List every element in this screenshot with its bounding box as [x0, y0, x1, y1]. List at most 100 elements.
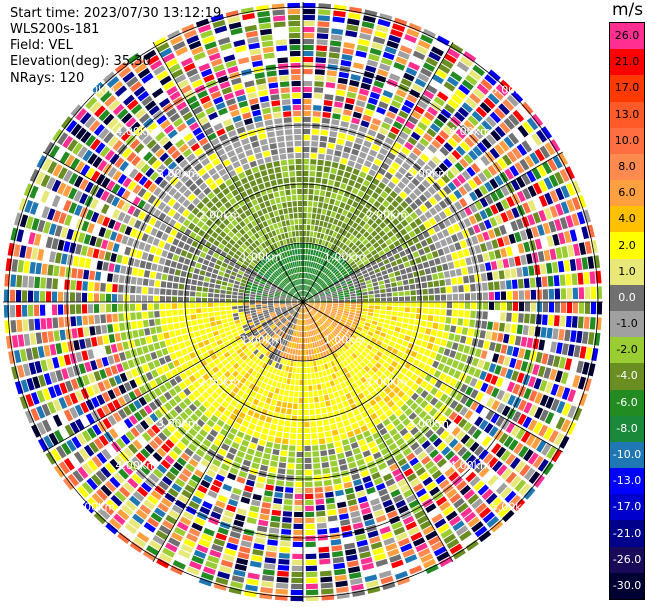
radar-gate — [153, 209, 162, 218]
radar-gate — [47, 416, 58, 430]
radar-gate — [183, 132, 194, 142]
radar-gate — [373, 553, 387, 562]
radar-gate — [277, 337, 282, 343]
radar-gate — [138, 241, 146, 251]
radar-gate — [303, 337, 306, 344]
radar-gate — [274, 296, 280, 299]
radar-gate — [346, 211, 353, 219]
radar-gate — [148, 311, 154, 319]
radar-gate — [293, 207, 298, 213]
radar-gate — [283, 208, 288, 214]
radar-gate — [364, 455, 374, 463]
radar-gate — [207, 332, 214, 339]
radar-gate — [375, 362, 382, 369]
radar-gate — [164, 225, 173, 234]
radar-gate — [303, 86, 313, 93]
radar-gate — [308, 303, 314, 305]
radar-gate — [268, 305, 274, 308]
radar-gate — [361, 21, 375, 29]
radar-gate — [230, 27, 243, 36]
radar-gate — [52, 164, 63, 177]
radar-gate — [380, 575, 394, 585]
radar-gate — [157, 502, 170, 513]
radar-gate — [296, 285, 300, 291]
radar-gate — [297, 355, 301, 362]
radar-gate — [262, 569, 275, 576]
radar-gate — [454, 334, 461, 343]
radar-gate — [294, 249, 298, 255]
radar-gate — [284, 334, 289, 340]
radar-gate — [345, 425, 353, 432]
radar-gate — [250, 346, 257, 353]
radar-gate — [275, 336, 281, 342]
radar-gate — [107, 324, 114, 333]
radar-gate — [355, 357, 362, 364]
radar-gate — [287, 347, 291, 354]
radar-gate — [291, 373, 296, 379]
radar-gate — [346, 456, 355, 463]
radar-gate — [250, 310, 257, 314]
radar-gate — [311, 373, 316, 379]
radar-gate — [221, 359, 229, 366]
radar-gate — [126, 460, 138, 472]
radar-gate — [397, 537, 411, 547]
radar-gate — [228, 206, 236, 214]
radar-gate — [428, 367, 436, 376]
radar-gate — [196, 419, 205, 428]
radar-gate — [309, 324, 312, 331]
radar-gate — [249, 135, 258, 143]
radar-gate — [354, 350, 361, 356]
radar-gate — [113, 323, 120, 332]
radar-gate — [379, 413, 388, 422]
radar-gate — [263, 289, 269, 293]
radar-gate — [89, 326, 96, 336]
radar-gate — [547, 314, 554, 326]
radar-gate — [315, 250, 319, 257]
radar-gate — [135, 159, 146, 170]
radar-gate — [226, 306, 232, 311]
radar-gate — [262, 349, 268, 355]
radar-gate — [341, 438, 350, 446]
radar-gate — [301, 266, 303, 273]
radar-gate — [329, 340, 335, 347]
radar-gate — [183, 29, 197, 39]
radar-gate — [324, 254, 330, 261]
radar-gate — [263, 563, 276, 570]
radar-gate — [127, 180, 137, 191]
radar-gate — [331, 429, 339, 436]
radar-gate — [72, 470, 84, 483]
radar-gate — [320, 582, 334, 589]
radar-gate — [318, 202, 323, 208]
radar-gate — [286, 304, 292, 306]
radar-gate — [160, 119, 171, 130]
radar-gate — [240, 496, 251, 504]
radar-gate — [76, 376, 85, 388]
radar-gate — [210, 205, 218, 213]
radar-gate — [310, 310, 315, 316]
radar-gate — [263, 403, 270, 410]
radar-gate — [366, 344, 373, 351]
radar-gate — [138, 408, 148, 418]
radar-gate — [215, 473, 225, 483]
radar-gate — [304, 403, 309, 410]
radar-gate — [265, 416, 272, 423]
radar-gate — [363, 71, 375, 79]
radar-gate — [125, 134, 136, 146]
radar-gate — [167, 324, 174, 331]
radar-gate — [305, 505, 314, 512]
radar-gate — [254, 278, 261, 283]
radar-gate — [407, 324, 414, 331]
radar-gate — [506, 302, 513, 311]
radar-gate — [205, 327, 212, 334]
radar-gate — [148, 82, 161, 94]
radar-gate — [387, 329, 394, 336]
radar-gate — [280, 87, 290, 94]
radar-gate — [321, 240, 326, 246]
radar-gate — [155, 529, 168, 541]
radar-gate — [243, 233, 250, 240]
radar-gate — [299, 337, 302, 344]
radar-gate — [386, 302, 393, 306]
radar-gate — [299, 285, 301, 291]
radar-gate — [285, 135, 293, 141]
radar-gate — [253, 280, 259, 285]
